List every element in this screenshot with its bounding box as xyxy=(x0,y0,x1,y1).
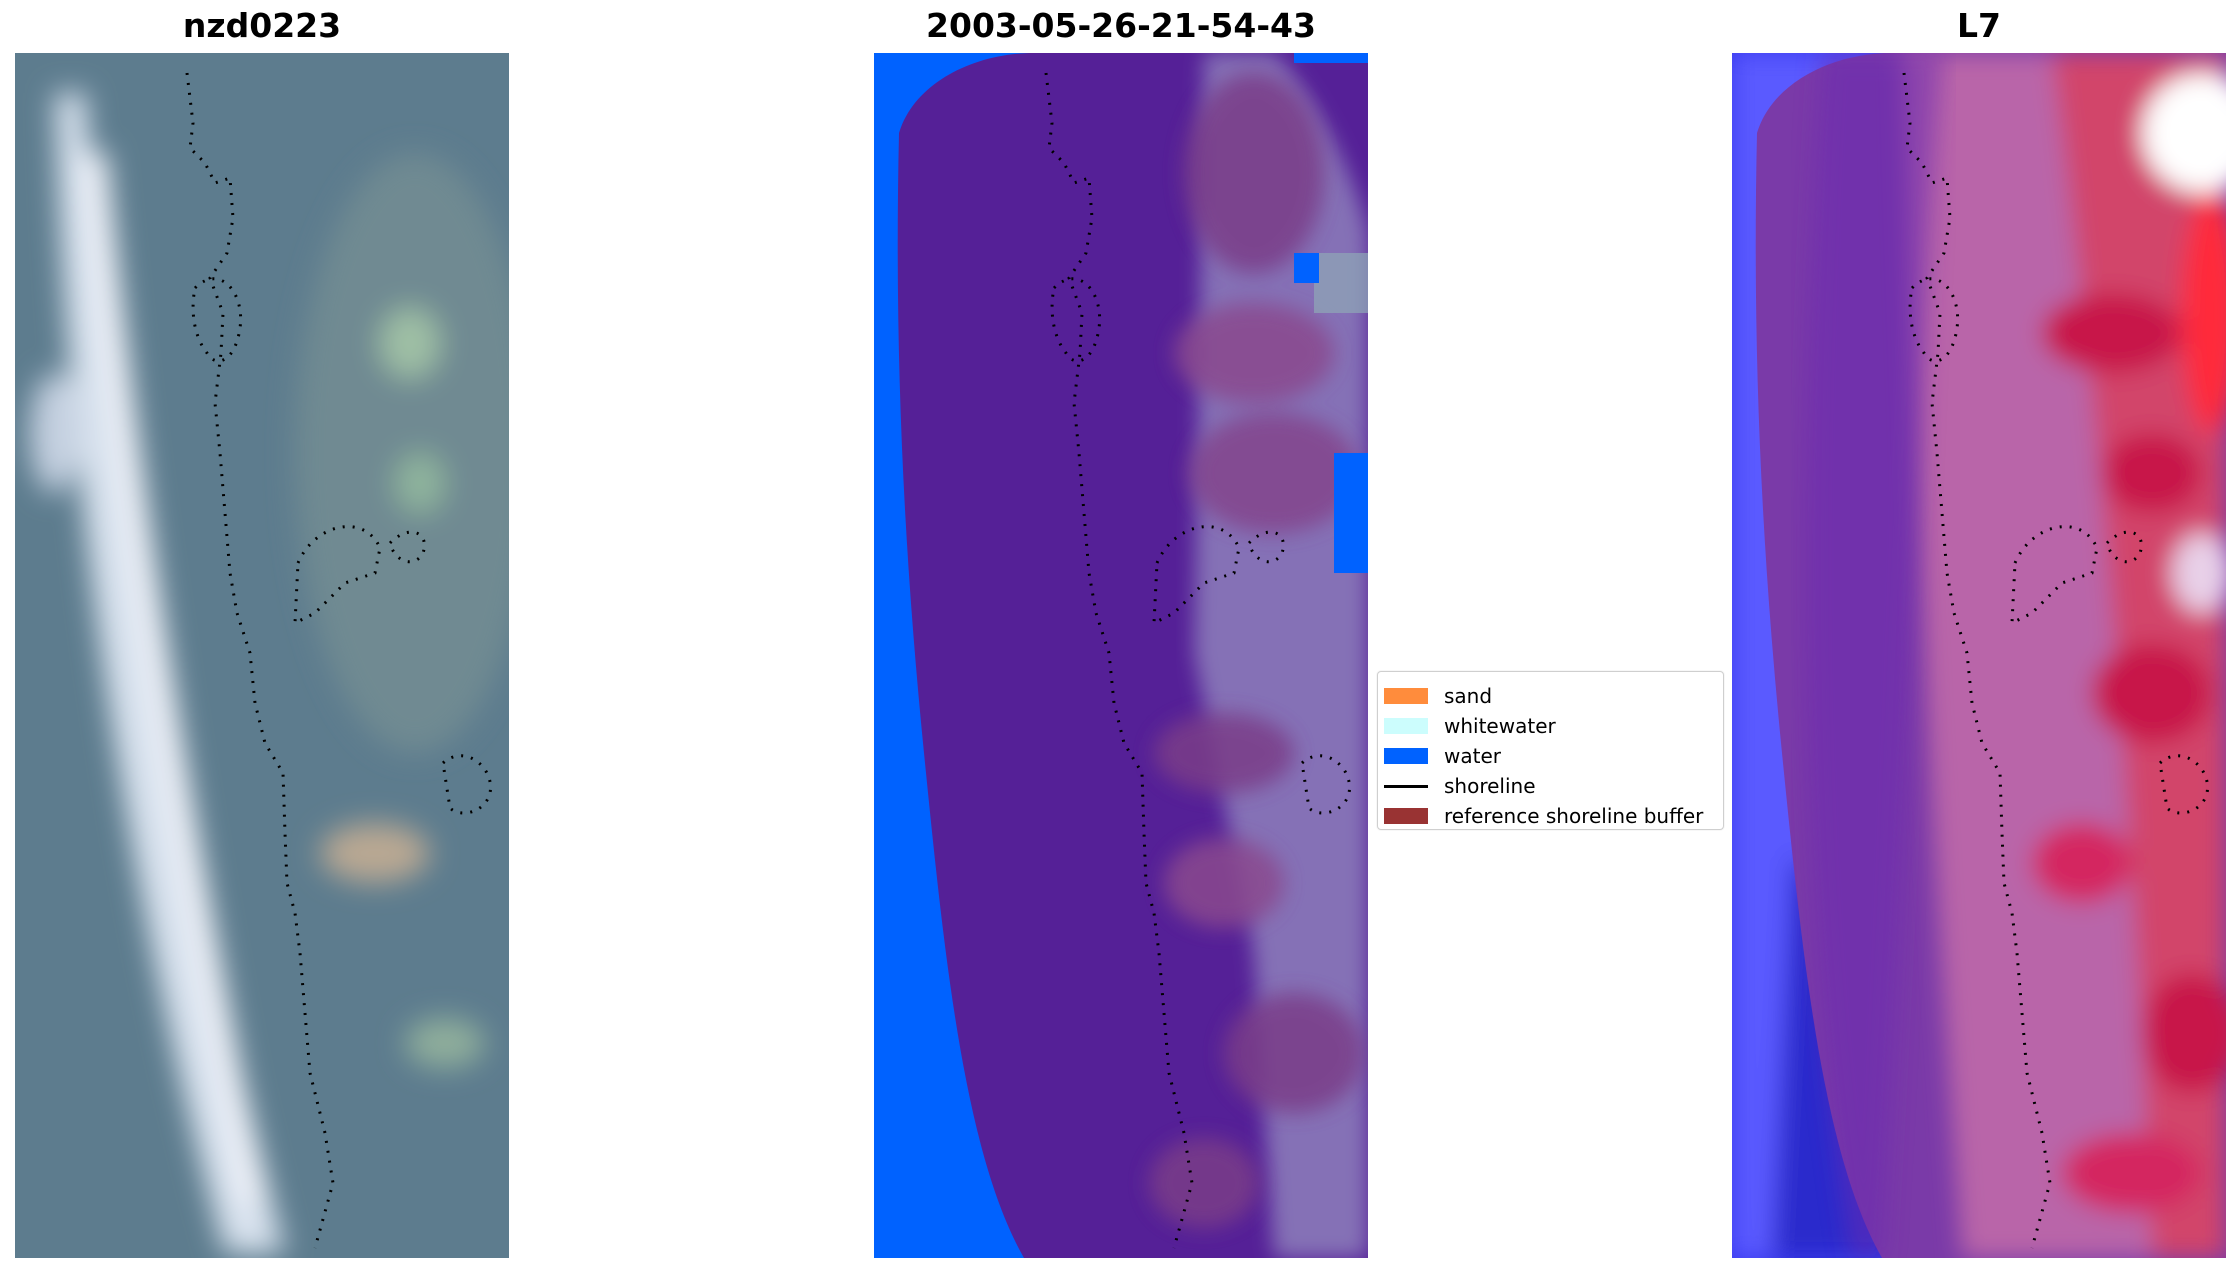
panel-title-classified: 2003-05-26-21-54-43 xyxy=(926,6,1316,45)
water-swatch xyxy=(1384,748,1428,764)
classified-image-panel xyxy=(874,53,1368,1258)
classified-image xyxy=(874,53,1368,1258)
legend-label: whitewater xyxy=(1444,714,1556,738)
legend-label: sand xyxy=(1444,684,1493,708)
panel-title-index: L7 xyxy=(1957,6,2001,45)
rgb-image xyxy=(15,53,509,1258)
legend-item-water: water xyxy=(1384,741,1501,771)
legend-item-whitewater: whitewater xyxy=(1384,711,1556,741)
sand-swatch xyxy=(1384,688,1428,704)
legend-label: reference shoreline buffer xyxy=(1444,804,1704,828)
legend-item-shoreline: shoreline xyxy=(1384,771,1536,801)
legend-label: water xyxy=(1444,744,1501,768)
legend-item-reference-buffer: reference shoreline buffer xyxy=(1384,801,1703,831)
reference-buffer-swatch xyxy=(1384,808,1428,824)
legend-item-sand: sand xyxy=(1384,681,1492,711)
legend-label: shoreline xyxy=(1444,774,1536,798)
rgb-image-panel xyxy=(15,53,509,1258)
index-image xyxy=(1732,53,2226,1258)
legend: sand whitewater water shoreline referenc… xyxy=(1377,671,1724,830)
index-image-panel xyxy=(1732,53,2226,1258)
whitewater-swatch xyxy=(1384,718,1428,734)
panel-title-rgb: nzd0223 xyxy=(182,6,342,45)
shoreline-line-swatch xyxy=(1384,784,1428,788)
